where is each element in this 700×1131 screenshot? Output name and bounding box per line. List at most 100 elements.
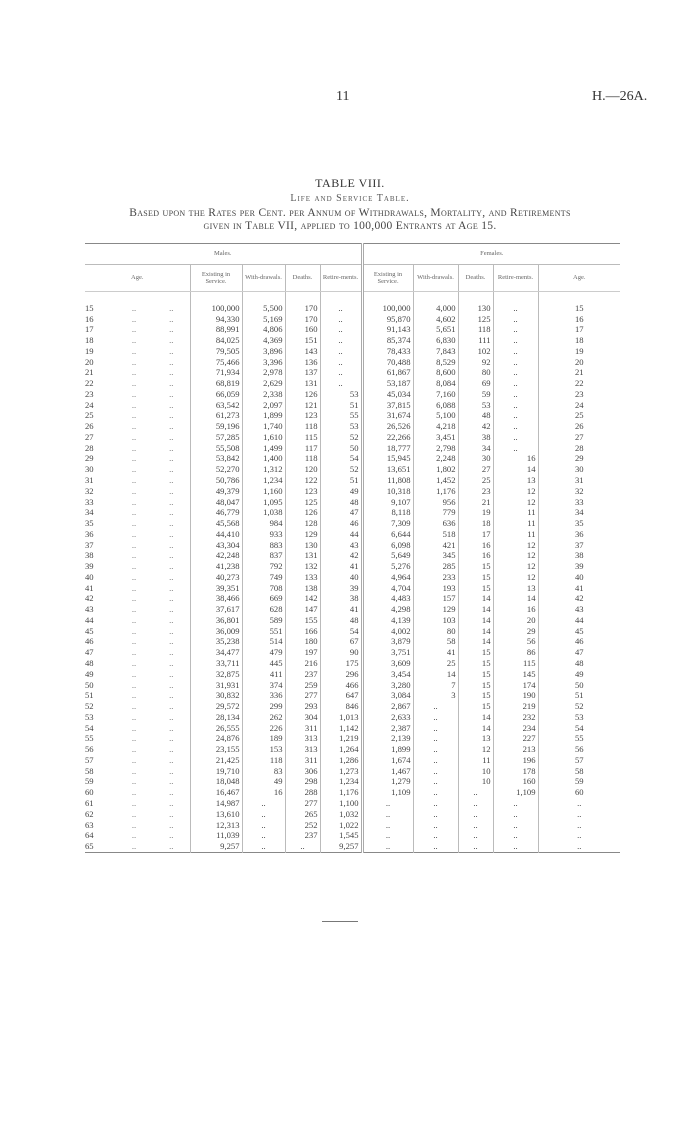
table-row: 17.... 88,991 4,806 160.. 91,143 5,651 118.. 17: [85, 324, 621, 336]
cell-m-retirements: 296: [319, 668, 363, 680]
cell-f-retirements: 11: [492, 507, 539, 519]
cell-f-retirements: 20: [492, 614, 539, 626]
cell-f-existing: 7,309: [360, 518, 414, 529]
cell-age: 19: [85, 345, 94, 356]
cell-f-age: ..: [537, 841, 621, 853]
cell-f-age: 42: [537, 593, 621, 605]
cell-m-withdrawals: 479: [241, 647, 285, 659]
table-row: 31.... 50,786 1,234 122 51 11,808 1,452 25 13 31: [85, 475, 621, 486]
spacer-cell: [360, 291, 414, 303]
cell-f-deaths: 125: [457, 313, 494, 325]
cell-m-existing: 35,238: [189, 636, 242, 648]
cell-m-retirements: 51: [319, 399, 363, 411]
cell-f-age: 59: [537, 776, 621, 788]
cell-f-withdrawals: 129: [412, 604, 459, 615]
cell-f-existing: 2,633: [360, 711, 414, 723]
cell-m-deaths: 237: [284, 668, 320, 680]
cell-f-existing: 11,808: [360, 475, 414, 486]
cell-f-retirements: 13: [492, 475, 539, 486]
leader-dots: ..: [131, 679, 137, 690]
cell-m-retirements: 67: [319, 636, 363, 648]
cell-m-deaths: 147: [284, 604, 320, 615]
leader-dots: ..: [169, 410, 174, 421]
cell-f-deaths: 48: [457, 410, 494, 422]
cell-f-age: 37: [537, 539, 621, 551]
cell-m-withdrawals: 3,396: [241, 356, 285, 368]
cell-f-deaths: 102: [457, 345, 494, 357]
cell-age: 37: [85, 539, 94, 550]
cell-m-withdrawals: 1,095: [241, 496, 285, 508]
cell-m-deaths: 197: [284, 647, 320, 659]
cell-m-retirements: 9,257: [319, 841, 363, 853]
cell-m-deaths: 259: [284, 679, 320, 691]
cell-f-retirements: 12: [492, 561, 539, 572]
cell-f-age: ..: [537, 830, 621, 842]
leader-dots: ..: [131, 464, 137, 475]
cell-f-existing: 4,002: [360, 625, 414, 637]
document-reference: H.—26A.: [592, 89, 648, 104]
cell-f-withdrawals: ..: [412, 754, 459, 766]
cell-m-existing: 32,875: [189, 668, 242, 680]
cell-f-age: 38: [537, 550, 621, 562]
cell-f-withdrawals: 7,160: [412, 388, 459, 400]
table-row: 40.... 40,273 749 133 40 4,964 233 15 12 40: [85, 571, 621, 583]
cell-f-deaths: ..: [457, 787, 494, 798]
cell-f-deaths: ..: [457, 808, 494, 820]
cell-m-deaths: 288: [284, 787, 320, 798]
cell-f-withdrawals: 8,600: [412, 367, 459, 379]
cell-f-withdrawals: ..: [412, 808, 459, 820]
cell-f-retirements: 12: [492, 496, 539, 508]
cell-f-existing: 9,107: [360, 496, 414, 508]
cell-m-existing: 24,876: [189, 733, 242, 745]
cell-f-deaths: 15: [457, 701, 494, 712]
leader-dots: ..: [169, 808, 174, 819]
cell-f-deaths: 27: [457, 464, 494, 475]
cell-f-deaths: ..: [457, 797, 494, 809]
cell-m-existing: 19,710: [189, 765, 242, 777]
cell-m-retirements: 43: [319, 539, 363, 551]
cell-m-deaths: 252: [284, 819, 320, 831]
cell-f-withdrawals: 518: [412, 528, 459, 540]
cell-f-withdrawals: 233: [412, 571, 459, 583]
table-row: 38.... 42,248 837 131 42 5,649 345 16 12 38: [85, 550, 621, 562]
cell-f-withdrawals: ..: [412, 797, 459, 809]
cell-m-deaths: 155: [284, 614, 320, 626]
cell-m-retirements: ..: [319, 302, 363, 314]
cell-m-existing: 63,542: [189, 399, 242, 411]
table-row: 20.... 75,466 3,396 136.. 70,488 8,529 92.. 20: [85, 356, 621, 368]
leader-dots: ..: [169, 733, 174, 744]
cell-f-withdrawals: ..: [412, 830, 459, 842]
col-m-retirements: Retire-ments.: [319, 264, 363, 292]
cell-f-existing: 13,651: [360, 464, 414, 475]
leader-dots: ..: [131, 647, 137, 658]
cell-f-existing: 5,649: [360, 550, 414, 562]
cell-f-deaths: 19: [457, 507, 494, 519]
cell-m-retirements: 53: [319, 388, 363, 400]
cell-f-deaths: 53: [457, 399, 494, 411]
col-m-existing: Existing in Service.: [189, 264, 242, 292]
cell-m-existing: 41,238: [189, 561, 242, 572]
cell-m-retirements: 38: [319, 593, 363, 605]
cell-m-withdrawals: 411: [241, 668, 285, 680]
cell-f-existing: 4,704: [360, 582, 414, 594]
cell-f-retirements: ..: [492, 335, 539, 346]
cell-age: 15: [85, 302, 94, 313]
cell-f-deaths: 15: [457, 668, 494, 680]
leader-dots: ..: [131, 475, 137, 485]
cell-m-deaths: 143: [284, 345, 320, 357]
cell-f-withdrawals: 8,529: [412, 356, 459, 368]
cell-m-existing: 34,477: [189, 647, 242, 659]
cell-f-age: 16: [537, 313, 621, 325]
cell-f-withdrawals: 285: [412, 561, 459, 572]
cell-f-withdrawals: 4,602: [412, 313, 459, 325]
cell-f-age: 48: [537, 658, 621, 669]
cell-m-existing: 79,505: [189, 345, 242, 357]
leader-dots: ..: [131, 787, 137, 798]
col-m-withdrawals: With-drawals.: [241, 264, 285, 292]
cell-m-deaths: 277: [284, 797, 320, 809]
cell-f-existing: 1,467: [360, 765, 414, 777]
cell-m-retirements: 1,219: [319, 733, 363, 745]
cell-m-deaths: 216: [284, 658, 320, 669]
cell-m-deaths: 132: [284, 561, 320, 572]
table-row: 29.... 53,842 1,400 118 54 15,945 2,248 30 16 29: [85, 453, 621, 465]
